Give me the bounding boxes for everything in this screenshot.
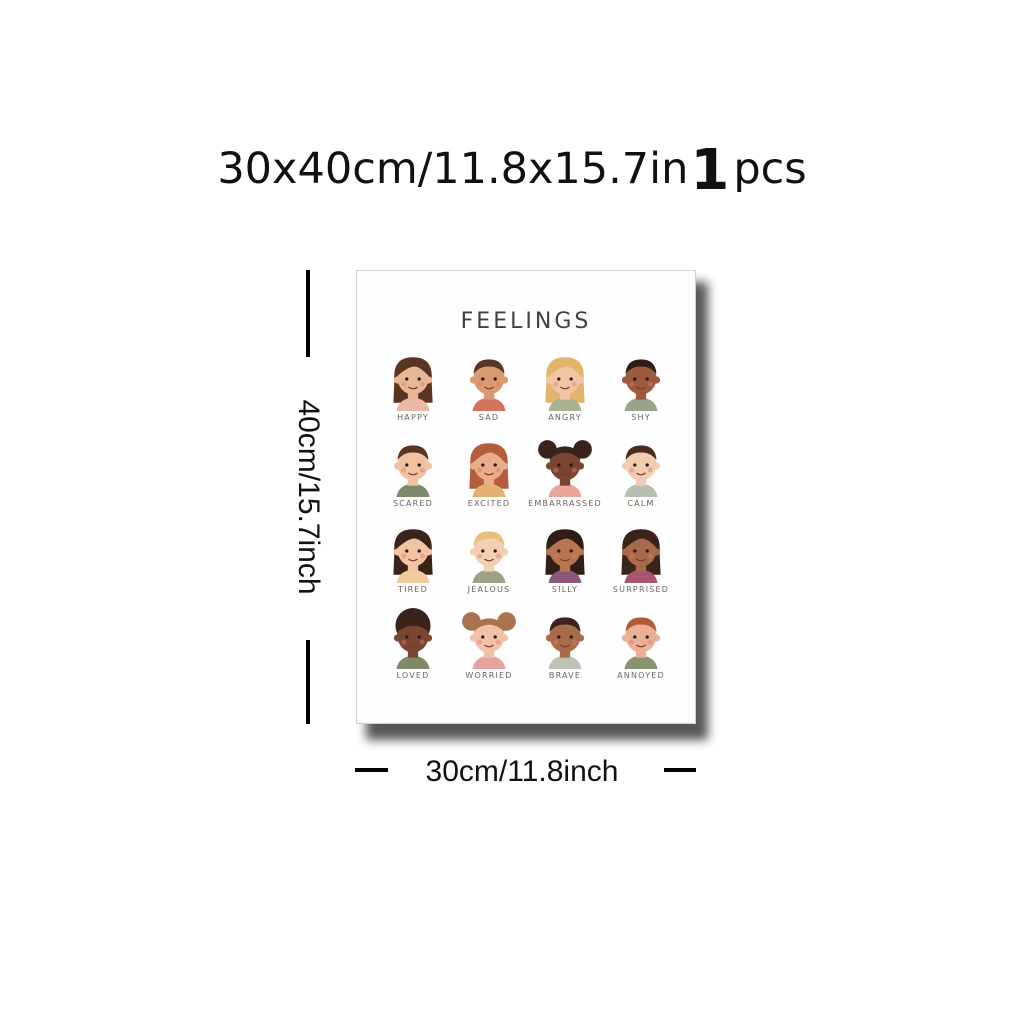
face-card: BRAVE [527,607,603,693]
face-card: EXCITED [451,435,527,521]
face-card: WORRIED [451,607,527,693]
feeling-label: ANNOYED [617,671,665,680]
feeling-label: BRAVE [548,671,582,680]
width-label: 30cm/11.8inch [425,755,619,788]
face-card: SCARED [375,435,451,521]
height-bar-bottom [306,640,310,724]
child-face-illustration [393,529,433,583]
feeling-label: JEALOUS [467,585,511,594]
feeling-label: EXCITED [467,499,511,508]
quantity-unit: pcs [733,144,807,194]
faces-grid: HAPPY SAD ANGRY SHY SCARED EXCITED EMBARRASSED… [375,349,679,693]
width-bar-right [664,768,696,772]
feeling-label: TIRED [397,585,429,594]
child-face-illustration [469,443,509,497]
feeling-label: SURPRISED [612,585,670,594]
face-card: ANGRY [527,349,603,435]
feeling-label: HAPPY [397,413,429,422]
child-face-illustration [545,357,585,411]
child-face-illustration [621,617,661,669]
face-card: CALM [603,435,679,521]
face-card: SILLY [527,521,603,607]
face-card: SAD [451,349,527,435]
child-face-illustration [469,359,509,411]
face-card: SURPRISED [603,521,679,607]
face-card: LOVED [375,607,451,693]
child-face-illustration [545,617,585,669]
feeling-label: EMBARRASSED [528,499,602,508]
child-face-illustration [621,359,661,411]
child-face-illustration [469,531,509,583]
feeling-label: WORRIED [465,671,513,680]
feeling-label: LOVED [396,671,430,680]
face-card: HAPPY [375,349,451,435]
size-text: 30x40cm/11.8x15.7in [217,144,689,194]
face-card: JEALOUS [451,521,527,607]
feeling-label: ANGRY [548,413,582,422]
product-size-title: 30x40cm/11.8x15.7in1pcs [0,138,1024,203]
poster-title: FEELINGS [460,309,592,334]
feeling-label: SCARED [392,499,434,508]
child-face-illustration [538,440,592,497]
child-face-illustration [621,445,661,497]
width-bar-left [355,768,388,772]
height-bar-top [306,270,310,357]
child-face-illustration [393,445,433,497]
child-face-illustration [545,529,585,583]
quantity-number: 1 [690,138,730,203]
feelings-poster: FEELINGS HAPPY SAD ANGRY SHY SCARED EXCITED EM… [356,270,696,724]
feeling-label: SILLY [551,585,579,594]
face-card: TIRED [375,521,451,607]
feeling-label: SHY [631,413,651,422]
face-card: SHY [603,349,679,435]
child-face-illustration [393,357,433,411]
feeling-label: CALM [627,499,655,508]
height-label: 40cm/15.7inch [292,399,325,595]
child-face-illustration [462,612,516,669]
child-face-illustration [393,608,433,669]
child-face-illustration [621,529,661,583]
feeling-label: SAD [478,413,500,422]
face-card: EMBARRASSED [527,435,603,521]
face-card: ANNOYED [603,607,679,693]
